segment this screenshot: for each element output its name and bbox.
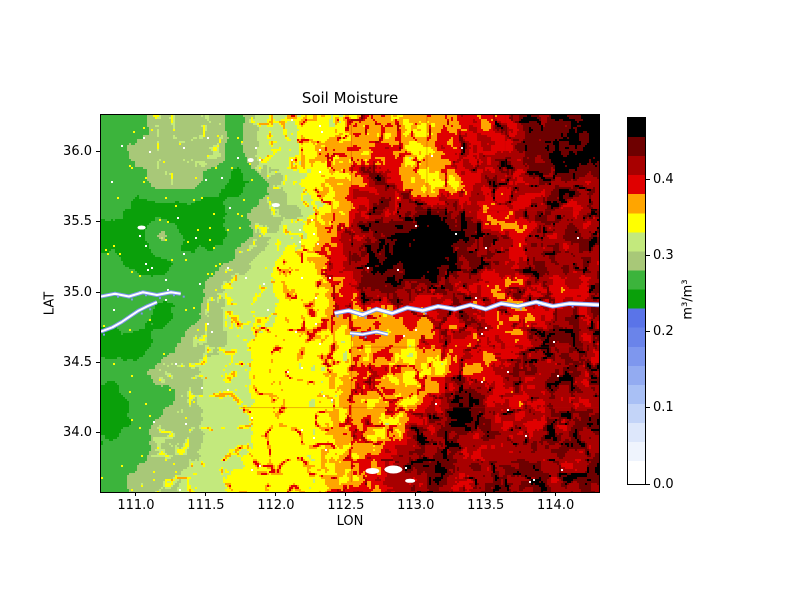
y-tick-mark — [96, 151, 100, 153]
colorbar-tick-mark — [646, 483, 650, 485]
map-plot-area — [100, 114, 600, 493]
x-tick-mark — [485, 492, 487, 496]
x-tick-mark — [555, 492, 557, 496]
x-tick-mark — [345, 492, 347, 496]
colorbar-label: m³/m³ — [680, 279, 696, 320]
colorbar-tick-mark — [646, 178, 650, 180]
y-tick-mark — [96, 221, 100, 223]
x-axis-label: LON — [336, 514, 364, 529]
plot-title: Soil Moisture — [301, 89, 399, 107]
x-tick-label: 113.5 — [467, 498, 505, 513]
y-axis-label: LAT — [42, 291, 58, 316]
y-tick-label: 36.0 — [63, 144, 92, 160]
y-tick-label: 34.0 — [63, 425, 92, 441]
x-tick-label: 112.5 — [327, 498, 365, 513]
colorbar-tick-label: 0.0 — [653, 476, 674, 492]
x-tick-mark — [275, 492, 277, 496]
x-tick-mark — [205, 492, 207, 496]
y-tick-label: 34.5 — [63, 355, 92, 371]
x-tick-mark — [135, 492, 137, 496]
x-tick-label: 112.0 — [257, 498, 295, 513]
y-tick-mark — [96, 291, 100, 293]
colorbar-tick-label: 0.2 — [653, 324, 674, 339]
x-tick-mark — [415, 492, 417, 496]
y-tick-mark — [96, 362, 100, 364]
colorbar-gradient — [628, 118, 645, 484]
x-tick-label: 111.5 — [187, 498, 225, 513]
colorbar-tick-label: 0.3 — [653, 247, 674, 263]
colorbar-tick-mark — [646, 254, 650, 256]
x-tick-label: 113.0 — [397, 498, 435, 513]
colorbar-tick-label: 0.4 — [653, 171, 674, 187]
y-tick-mark — [96, 432, 100, 434]
colorbar-tick-mark — [646, 331, 650, 332]
soil-moisture-raster-map — [101, 115, 599, 492]
y-tick-label: 35.0 — [63, 284, 92, 300]
colorbar-tick-mark — [646, 407, 650, 409]
x-tick-label: 114.0 — [537, 498, 575, 513]
colorbar-tick-label: 0.1 — [653, 400, 674, 416]
x-tick-label: 111.0 — [117, 498, 155, 513]
y-tick-label: 35.5 — [63, 214, 92, 230]
colorbar — [627, 117, 646, 485]
